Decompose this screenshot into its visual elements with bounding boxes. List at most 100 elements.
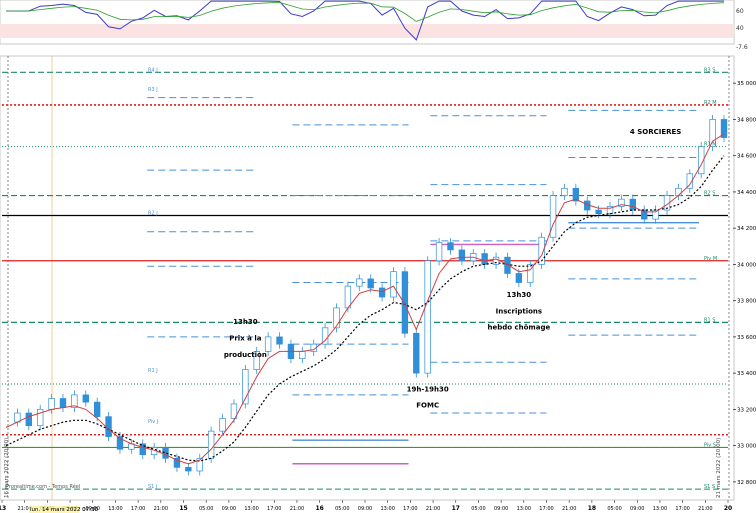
candle-body [162, 447, 169, 459]
annotation-text: 13h30 [507, 291, 532, 299]
candle-body [253, 351, 260, 370]
candle-body [93, 401, 101, 417]
x-tick-label: 21:00 [562, 506, 576, 512]
y-tick-label: 34 200 [737, 226, 756, 232]
candle-body [82, 394, 89, 403]
x-tick-label: 09:00 [494, 506, 508, 512]
candle-body [378, 287, 386, 298]
pivot-label: R2 S [704, 191, 715, 197]
pivot-label: R1 J [148, 368, 158, 374]
candle-body [492, 256, 500, 265]
x-tick-label: 17:00 [403, 506, 417, 512]
candle-body [686, 173, 693, 189]
price-panel: 32 800 33 000 33 200 33 400 33 600 33 800 34 0… [0, 55, 756, 512]
x-tick-label: 21:00 [154, 506, 168, 512]
candle-body [515, 273, 523, 283]
candle-body [299, 351, 306, 359]
x-tick-label: 09:00 [222, 506, 236, 512]
annotation-text: 4 SORCIERES [630, 128, 681, 136]
x-tick-label: 20 [724, 505, 732, 512]
candle-body [71, 394, 78, 408]
pivot-label: R4 J [148, 67, 158, 73]
candle-body [105, 416, 112, 437]
candlesticks [14, 114, 728, 476]
slow-moving-average [5, 155, 725, 462]
y-axis: 32 800 33 000 33 200 33 400 33 600 33 800 34 0… [733, 81, 756, 486]
candle-body [447, 242, 454, 251]
candle-body [367, 278, 374, 289]
x-tick-label: 13:00 [653, 506, 667, 512]
annotation-text: hebdo chômage [487, 324, 550, 332]
pivot-label: R2 M [704, 100, 717, 106]
candle-body [504, 256, 511, 274]
candle-body [698, 146, 705, 175]
x-tick-label: 15 [179, 505, 187, 512]
candle-body [196, 457, 203, 472]
candle-body [435, 242, 443, 262]
pivot-label: Piv S [704, 442, 716, 448]
pivot-label: R1 M [704, 142, 717, 148]
candle-body [219, 418, 226, 432]
candle-body [48, 398, 55, 410]
candle-body [264, 336, 272, 352]
annotation-text: Prix à la [229, 335, 261, 343]
candle-body [481, 253, 488, 265]
annotation-text: FOMC [416, 402, 439, 410]
oscillator-signal-line [6, 1, 725, 22]
candle-body [549, 195, 557, 238]
x-tick-label: 21:00 [17, 506, 31, 512]
y-tick-label: 33 200 [737, 407, 756, 413]
x-tick-label: 09:00 [86, 506, 100, 512]
candle-body [185, 467, 192, 472]
x-tick-label: 21:00 [426, 506, 440, 512]
annotation-text: 13h30 [233, 318, 258, 326]
x-tick-label: 09:00 [630, 506, 644, 512]
x-tick-label: 05:00 [335, 506, 349, 512]
candle-body [59, 398, 67, 408]
candle-body [606, 206, 614, 215]
x-tick-label: 17:00 [267, 506, 281, 512]
source-label: Prorealtime.com - Temps Réel [6, 483, 80, 490]
annotations: 4 SORCIERES 13h30 Prix à la production 13h30… [224, 128, 681, 410]
y-tick-label: 33 000 [737, 444, 756, 450]
candle-body [276, 336, 283, 345]
x-tick-label: 05:00 [199, 506, 213, 512]
candle-body [116, 436, 124, 450]
y-tick-label: 34 400 [737, 190, 756, 196]
oscillator-line [6, 0, 724, 41]
candle-body [25, 412, 32, 427]
x-tick-label: 13:00 [517, 506, 531, 512]
candle-body [527, 264, 534, 283]
watermark-right: 21 mars 2022 (20:00) [716, 438, 722, 498]
x-tick-label: 09:00 [358, 506, 372, 512]
x-axis: 1321:0001:0005:0009:0013:0017:0021:00150… [0, 500, 732, 512]
pivot-label: Piv M [704, 256, 717, 262]
candle-body [595, 209, 602, 215]
pivot-labels: R4 J R3 J R2 J R1 J Piv J S1 J R3 S R2 M R1 M R2 … [148, 67, 717, 490]
candle-body [675, 187, 682, 196]
candle-body [321, 327, 329, 345]
candle-body [424, 260, 431, 374]
x-tick-label: 13:00 [108, 506, 122, 512]
x-tick-label: 05:00 [607, 506, 621, 512]
oscillator-panel: 60 40 -7.6 [0, 0, 748, 51]
pivot-label: R1 S [704, 317, 715, 323]
candle-body [230, 403, 238, 419]
y-tick-label: 34 000 [737, 262, 756, 268]
osc-tick-value: -7.6 [736, 44, 748, 51]
pivot-label: R2 J [148, 210, 158, 216]
date-stamp-highlight [29, 506, 79, 513]
pivot-label: R3 S [704, 67, 715, 73]
watermark-left: 16 mars 2022 (20:00) [4, 438, 10, 498]
annotation-text: production [224, 351, 267, 359]
candle-body [390, 271, 397, 298]
x-tick-label: 17:00 [131, 506, 145, 512]
y-tick-label: 35 000 [737, 81, 756, 87]
annotation-text: Inscriptions [496, 307, 542, 315]
y-tick-label: 33 800 [737, 299, 756, 305]
pivot-label: R3 J [148, 87, 158, 93]
annotation-text: 19h-19h30 [407, 385, 449, 393]
pivot-levels [2, 71, 728, 490]
candle-body [37, 409, 44, 427]
